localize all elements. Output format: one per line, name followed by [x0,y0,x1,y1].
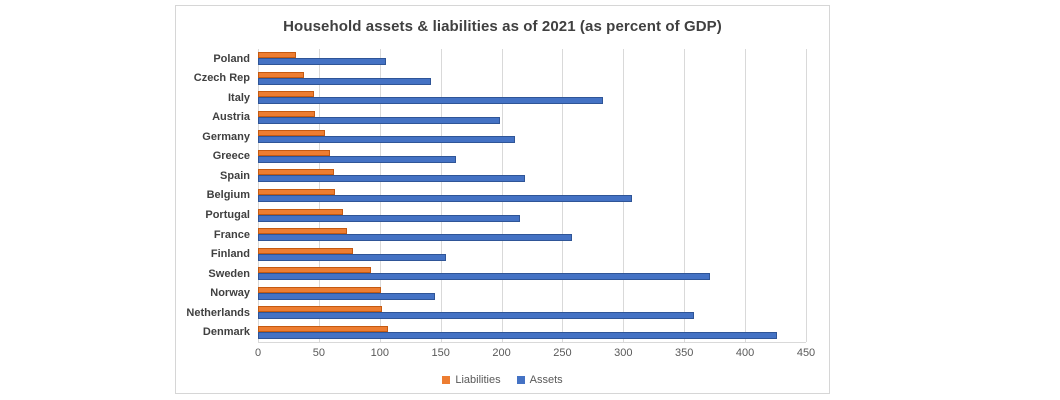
chart-row [258,127,806,147]
chart-row [258,186,806,206]
bar-liabilities [258,110,316,117]
legend-label-assets: Assets [529,374,563,386]
bar-liabilities [258,91,315,98]
chart-row [258,147,806,167]
plot-area [258,49,807,342]
category-label: Italy [227,91,250,104]
category-label: Belgium [206,189,250,202]
category-label: Germany [202,130,250,143]
bar-assets [258,234,573,242]
chart-row [258,303,806,323]
bar-liabilities [258,208,344,215]
liabilities-swatch-icon [442,376,451,384]
x-tick-label: 350 [675,347,694,359]
x-tick-label: 50 [312,347,325,359]
bar-liabilities [258,169,334,176]
category-axis: Poland Czech Rep Italy Austria Germany Greece… [176,49,250,342]
chart-row [258,283,806,303]
chart-row [258,244,806,264]
chart-row [258,322,806,342]
x-tick-label: 250 [553,347,572,359]
bar-liabilities [258,306,383,313]
gridline [806,49,807,342]
bar-assets [258,77,431,85]
category-label: France [213,228,250,241]
assets-swatch-icon [516,376,525,384]
bar-assets [258,273,710,281]
category-label: Poland [213,52,250,65]
x-tick-label: 0 [254,347,262,359]
x-axis-ticks: 0 50 100 150 200 250 300 350 400 450 [254,347,815,361]
bar-liabilities [258,52,296,59]
bar-liabilities [258,325,389,332]
bar-assets [258,194,632,202]
bar-assets [258,97,603,105]
bar-liabilities [258,267,372,274]
bar-liabilities [258,188,335,195]
category-label: Netherlands [186,306,250,319]
chart-row [258,69,806,89]
bar-assets [258,253,446,261]
chart-row [258,108,806,128]
bars-layer [258,49,806,342]
chart-row [258,88,806,108]
category-label: Greece [212,150,250,163]
bar-assets [258,331,777,339]
chart-title: Household assets & liabilities as of 202… [283,18,722,35]
chart-row [258,49,806,69]
category-label: Spain [220,169,250,182]
gridline [745,49,747,342]
category-label: Austria [212,111,250,124]
x-tick-label: 150 [431,347,450,359]
category-label: Denmark [202,326,250,339]
x-tick-label: 100 [370,347,389,359]
bar-liabilities [258,130,325,137]
chart-frame: Household assets & liabilities as of 202… [175,5,830,394]
bar-assets [258,292,435,300]
category-label: Czech Rep [193,72,250,85]
gridline [684,49,686,342]
bar-liabilities [258,149,330,156]
chart-row [258,264,806,284]
x-axis-line [258,342,806,343]
chart-row [258,225,806,245]
bar-liabilities [258,228,347,235]
bar-liabilities [258,71,305,78]
bar-assets [258,214,520,222]
legend-item-liabilities: Liabilities [442,374,501,386]
bar-assets [258,175,525,183]
category-label: Sweden [208,267,250,280]
chart-row [258,205,806,225]
legend: Liabilities Assets [176,374,829,386]
category-label: Norway [210,287,250,300]
bar-assets [258,312,694,320]
bar-liabilities [258,247,353,254]
x-tick-label: 300 [614,347,633,359]
bar-assets [258,58,386,66]
legend-label-liabilities: Liabilities [455,374,501,386]
x-tick-label: 400 [735,347,755,359]
bar-assets [258,155,457,163]
legend-item-assets: Assets [516,374,563,386]
bar-liabilities [258,286,381,293]
x-tick-label: 200 [492,347,511,359]
x-tick-label: 450 [796,347,816,359]
category-label: Portugal [205,209,250,222]
bar-assets [258,116,501,124]
category-label: Finland [210,248,250,261]
bar-assets [258,136,515,144]
chart-row [258,166,806,186]
